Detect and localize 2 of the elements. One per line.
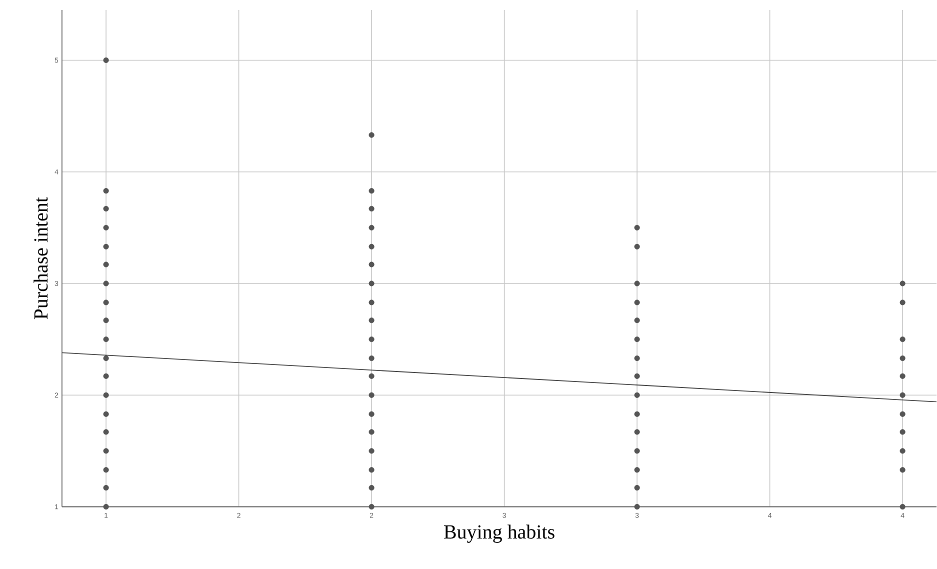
x-axis-title: Buying habits (444, 524, 554, 543)
y-axis-title: Purchase intent (34, 197, 48, 320)
